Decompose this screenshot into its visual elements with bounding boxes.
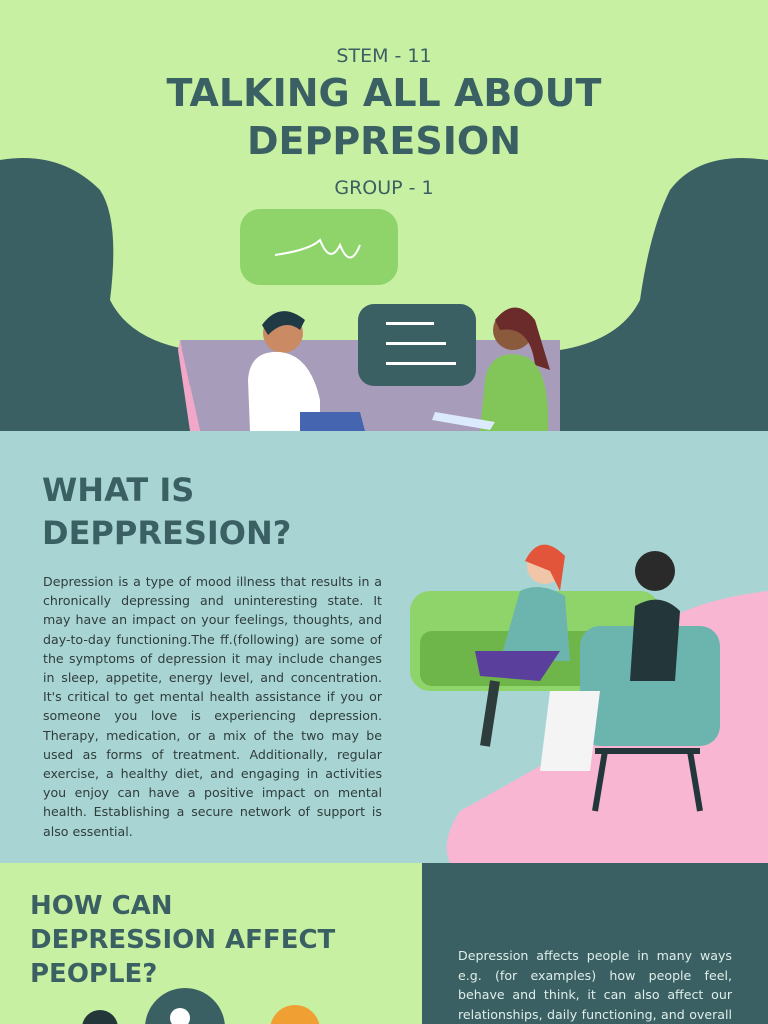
class-label: STEM - 11 <box>336 45 432 67</box>
affect-panel <box>422 863 768 1024</box>
affect-illustration <box>82 988 320 1024</box>
hero-section: STEM - 11 TALKING ALL ABOUT DEPPRESION G… <box>0 0 768 431</box>
affect-heading-line1: HOW CAN <box>30 891 173 921</box>
page-title-line1: TALKING ALL ABOUT <box>166 71 602 115</box>
affect-heading-line2: DEPRESSION AFFECT <box>30 925 336 955</box>
affect-section: HOW CAN DEPRESSION AFFECT PEOPLE? Depres… <box>0 863 768 1024</box>
therapy-illustration <box>410 544 768 863</box>
what-is-body: Depression is a type of mood illness tha… <box>43 574 382 839</box>
affect-heading-line3: PEOPLE? <box>30 959 158 989</box>
what-is-section: WHAT IS DEPPRESION? Depression is a type… <box>0 431 768 863</box>
group-label: GROUP - 1 <box>334 177 434 199</box>
page-title-line2: DEPPRESION <box>246 119 522 163</box>
what-is-heading-line2: DEPPRESION? <box>42 514 292 552</box>
affect-body: Depression affects people in many ways e… <box>458 948 732 1023</box>
what-is-heading-line1: WHAT IS <box>42 471 195 509</box>
hero-illustration <box>0 158 768 431</box>
